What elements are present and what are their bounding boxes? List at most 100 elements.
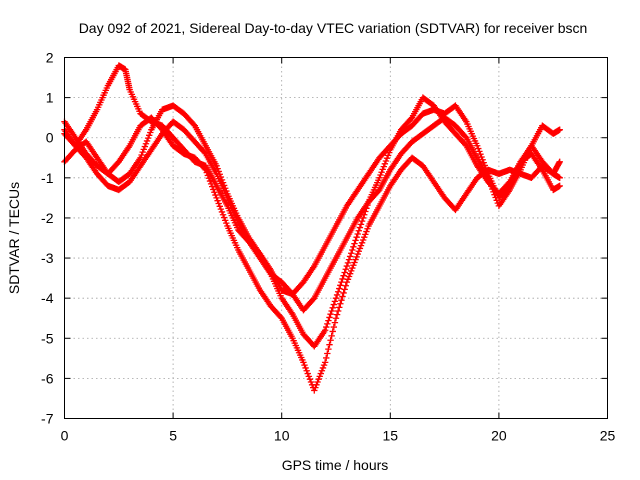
data-point	[337, 282, 344, 289]
data-point	[384, 152, 392, 159]
data-point	[213, 194, 220, 202]
data-point	[354, 230, 361, 238]
data-point	[314, 378, 321, 386]
data-point	[477, 150, 484, 158]
data-point	[139, 148, 146, 156]
data-point	[378, 169, 385, 176]
data-point	[331, 319, 339, 326]
y-tick-label: -3	[41, 250, 54, 266]
y-tick-label: -1	[41, 170, 54, 186]
series-3	[61, 114, 563, 394]
data-point	[475, 145, 482, 152]
data-point	[332, 315, 340, 322]
y-tick-label: -6	[41, 370, 54, 386]
x-tick-label: 0	[61, 428, 69, 444]
data-point	[341, 286, 348, 293]
data-point	[328, 332, 335, 340]
data-point	[355, 248, 363, 255]
data-point	[386, 149, 393, 156]
data-point	[309, 296, 317, 303]
data-point	[338, 278, 345, 286]
data-point	[313, 381, 320, 389]
data-point	[216, 203, 223, 210]
data-point	[354, 250, 361, 258]
data-point	[359, 214, 367, 222]
data-point	[381, 160, 389, 167]
x-tick-label: 25	[600, 428, 616, 444]
data-point	[358, 217, 366, 225]
data-point	[208, 183, 216, 190]
y-tick-label: -7	[41, 411, 54, 427]
data-point	[210, 186, 217, 193]
data-point	[316, 373, 323, 380]
data-point	[491, 191, 498, 198]
data-point	[201, 165, 208, 172]
data-point	[223, 219, 230, 227]
data-point	[328, 307, 335, 315]
data-point	[350, 243, 357, 251]
data-point	[211, 189, 218, 196]
data-point	[493, 197, 500, 204]
data-point	[357, 242, 365, 249]
data-point	[338, 296, 345, 304]
data-point	[330, 301, 338, 308]
data-point	[325, 317, 332, 324]
data-point	[462, 133, 469, 140]
data-point	[334, 307, 342, 315]
data-point	[306, 375, 314, 383]
data-point	[556, 174, 563, 182]
data-point	[473, 142, 481, 149]
data-point	[324, 320, 331, 328]
data-point	[307, 378, 315, 386]
data-point	[204, 172, 212, 179]
data-point	[327, 311, 334, 318]
y-tick-label: 0	[46, 130, 54, 146]
data-point	[349, 246, 356, 254]
data-point	[302, 364, 309, 372]
chart-title: Day 092 of 2021, Sidereal Day-to-day VTE…	[79, 20, 588, 36]
data-point	[215, 200, 222, 207]
data-point	[143, 137, 151, 145]
data-point	[484, 174, 492, 182]
data-point	[336, 285, 343, 292]
x-tick-label: 20	[491, 428, 507, 444]
data-point	[375, 187, 382, 195]
data-point	[555, 159, 563, 167]
data-point	[340, 289, 347, 297]
data-point	[363, 228, 370, 235]
data-point	[312, 384, 319, 391]
data-point	[488, 183, 495, 190]
data-point	[137, 154, 144, 161]
data-point	[205, 175, 213, 182]
data-point	[407, 115, 415, 123]
x-tick-label: 15	[383, 428, 399, 444]
data-point	[351, 259, 358, 266]
data-point	[334, 288, 342, 295]
data-point	[140, 146, 147, 153]
data-point	[364, 225, 371, 232]
data-point	[301, 361, 308, 369]
data-point	[351, 240, 358, 247]
y-tick-label: 2	[46, 50, 54, 66]
data-point	[315, 375, 322, 383]
data-point	[207, 180, 215, 188]
data-point	[342, 266, 349, 273]
data-point	[380, 163, 387, 170]
data-point	[556, 182, 563, 190]
x-tick-label: 5	[169, 428, 177, 444]
tick-labels: 0 5 10 15 20 25 -7 -6 -5 -4 -3 -2 -1 0 1 2	[41, 50, 615, 444]
data-point	[218, 208, 226, 216]
data-point	[222, 217, 229, 224]
data-point	[329, 328, 336, 335]
data-point	[317, 370, 324, 377]
data-point	[342, 282, 349, 289]
data-point	[217, 205, 225, 213]
data-point	[344, 276, 352, 283]
data-point	[325, 345, 332, 353]
data-point	[359, 236, 367, 244]
data-point	[505, 179, 512, 187]
data-point	[146, 132, 153, 139]
data-point	[201, 149, 208, 156]
data-point	[138, 151, 145, 159]
